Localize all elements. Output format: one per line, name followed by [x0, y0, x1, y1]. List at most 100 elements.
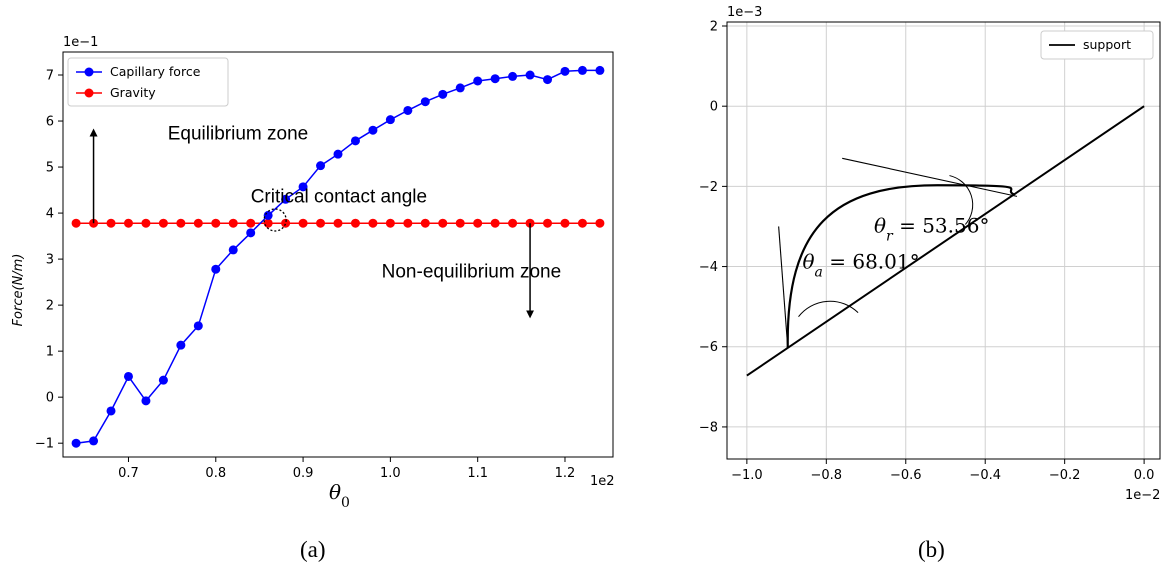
- tangent-line: [778, 226, 789, 348]
- critical-point-marker: [263, 208, 287, 232]
- data-point-capillary: [228, 245, 238, 255]
- chart-a-x-tick-label: 1.1: [467, 466, 488, 481]
- angle-value: = 53.56°: [893, 213, 990, 237]
- chart-a-y-tick-label: 4: [46, 207, 54, 222]
- data-point-capillary: [508, 71, 518, 81]
- data-point-gravity: [211, 218, 221, 228]
- data-point-gravity: [176, 218, 186, 228]
- chart-b-x-tick-label: −0.6: [890, 468, 922, 483]
- data-point-capillary: [385, 115, 395, 125]
- chart-a-annotation: Critical contact angle: [251, 186, 427, 207]
- data-point-gravity: [158, 218, 168, 228]
- chart-a-x-tick-label: 0.8: [205, 466, 226, 481]
- chart-a-y-tick-label: 5: [46, 161, 54, 176]
- chart-a-y-tick-label: 1: [46, 345, 54, 360]
- data-point-capillary: [176, 340, 186, 350]
- legend-label-gravity: Gravity: [110, 85, 156, 100]
- advancing-angle-arc: [798, 300, 859, 317]
- chart-a-x-tick-label: 1.0: [380, 466, 401, 481]
- data-point-gravity: [141, 218, 151, 228]
- chart-b-y-tick-label: 2: [710, 20, 718, 35]
- angle-symbol: θ: [874, 213, 886, 237]
- chart-b-x-tick-label: −1.0: [731, 468, 763, 483]
- data-point-capillary: [350, 136, 360, 146]
- data-point-capillary: [543, 75, 553, 85]
- data-point-gravity: [193, 218, 203, 228]
- chart-a-y-offset: 1e−1: [63, 35, 98, 50]
- data-point-capillary: [473, 76, 483, 86]
- data-point-capillary: [106, 406, 116, 416]
- data-point-capillary: [490, 74, 500, 84]
- angle-value: = 68.01°: [823, 250, 920, 274]
- chart-a-annotation: Non-equilibrium zone: [382, 262, 562, 283]
- chart-a-plot-frame: [62, 51, 614, 458]
- data-point-gravity: [595, 218, 605, 228]
- receding-angle-label: θr = 53.56°: [874, 213, 989, 244]
- data-point-capillary: [298, 182, 308, 192]
- chart-a-y-tick-label: 7: [46, 69, 54, 84]
- panel-a-label: (a): [300, 537, 326, 562]
- data-point-capillary: [577, 65, 587, 75]
- chart-a-legend: Capillary force Gravity: [67, 57, 229, 107]
- chart-a: 0.7 0.8 0.9 1.0 1.1 1.2 −1 0 1 2 3 4 5 6 7 Equilibrium…: [11, 35, 615, 562]
- data-point-capillary: [263, 210, 273, 220]
- data-point-capillary: [211, 264, 221, 274]
- data-point-gravity: [333, 218, 343, 228]
- chart-a-x-offset: 1e2: [590, 474, 615, 489]
- data-point-gravity: [420, 218, 430, 228]
- chart-b-y-offset: 1e−3: [727, 5, 762, 20]
- data-point-capillary: [595, 65, 605, 75]
- data-point-capillary: [420, 97, 430, 107]
- angle-subscript: r: [886, 228, 894, 244]
- data-point-capillary: [246, 228, 256, 238]
- data-point-capillary: [333, 149, 343, 159]
- data-point-capillary: [71, 438, 81, 448]
- tangent-line: [842, 157, 1018, 197]
- chart-b-legend: support: [1040, 30, 1154, 60]
- chart-a-legend-box: [67, 57, 229, 107]
- data-point-gravity: [473, 218, 483, 228]
- chart-a-y-tick-label: 6: [46, 115, 54, 130]
- chart-a-y-tick-label: −1: [35, 437, 54, 452]
- data-point-gravity: [246, 218, 256, 228]
- data-point-capillary: [281, 194, 291, 204]
- panel-b-label: (b): [918, 537, 945, 562]
- legend-label-support: support: [1083, 37, 1131, 52]
- data-point-capillary: [89, 436, 99, 446]
- data-point-gravity: [368, 218, 378, 228]
- chart-a-x-axis-label: θ0: [329, 480, 350, 511]
- chart-b-x-tick-label: −0.2: [1049, 468, 1081, 483]
- support-line: [746, 105, 1145, 377]
- data-point-gravity: [455, 218, 465, 228]
- chart-a-y-tick-label: 2: [46, 299, 54, 314]
- data-point-gravity: [577, 218, 587, 228]
- legend-label-capillary: Capillary force: [110, 64, 201, 79]
- data-point-gravity: [508, 218, 518, 228]
- data-point-capillary: [193, 321, 203, 331]
- data-point-capillary: [158, 375, 168, 385]
- data-point-gravity: [316, 218, 326, 228]
- droplet-profile: [786, 184, 1015, 348]
- data-point-gravity: [71, 218, 81, 228]
- chart-b-x-tick-label: −0.4: [969, 468, 1001, 483]
- data-point-gravity: [350, 218, 360, 228]
- chart-a-x-tick-label: 0.9: [293, 466, 314, 481]
- data-point-gravity: [490, 218, 500, 228]
- data-point-gravity: [228, 218, 238, 228]
- data-point-gravity: [385, 218, 395, 228]
- chart-b-x-tick-label: −0.8: [811, 468, 843, 483]
- data-point-capillary: [141, 396, 151, 406]
- data-point-gravity: [438, 218, 448, 228]
- chart-a-y-axis-label: Force(N/m): [11, 254, 26, 327]
- chart-b-y-tick-label: −4: [699, 260, 718, 275]
- chart-b-x-offset: 1e−2: [1125, 488, 1160, 503]
- series-line-capillary: [76, 69, 600, 444]
- data-point-capillary: [525, 70, 535, 80]
- legend-marker-gravity: [84, 88, 94, 98]
- chart-b-y-tick-label: 0: [710, 100, 718, 115]
- chart-a-y-tick-label: 3: [46, 253, 54, 268]
- chart-a-annotation: Equilibrium zone: [168, 123, 308, 144]
- chart-b-y-tick-label: −6: [699, 340, 718, 355]
- chart-b-y-tick-label: −2: [699, 180, 718, 195]
